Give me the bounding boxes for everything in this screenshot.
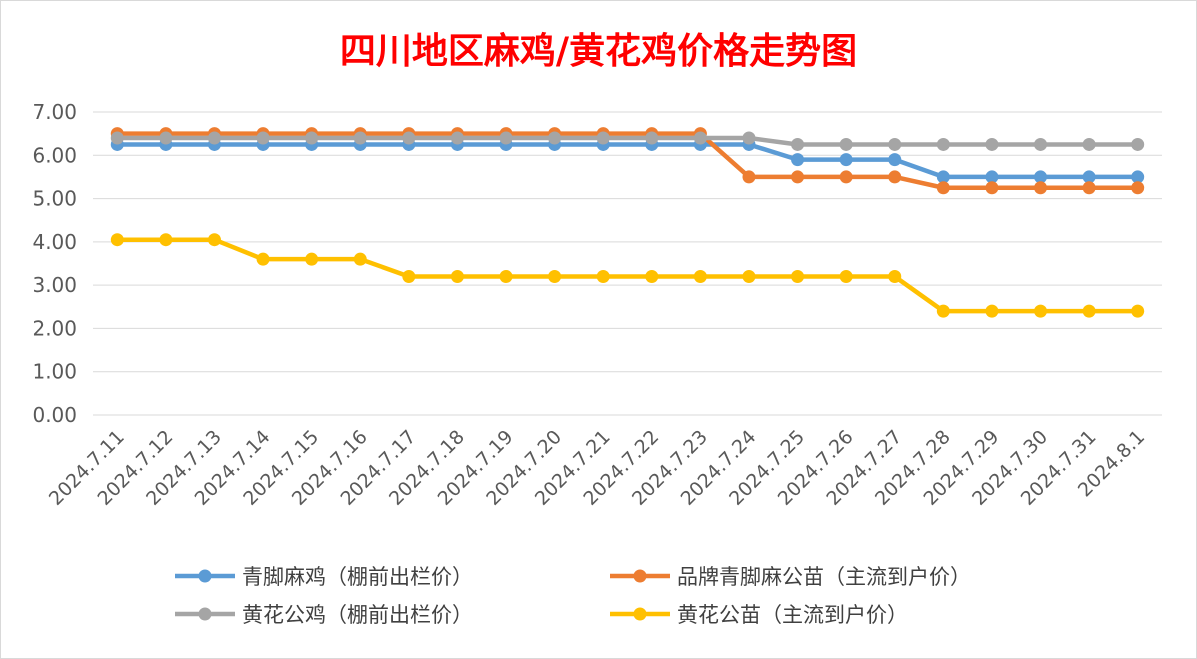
data-point: [499, 131, 513, 145]
legend-item: 品牌青脚麻公苗（主流到户价）: [610, 565, 971, 589]
data-point: [645, 269, 659, 283]
data-point: [888, 137, 902, 151]
data-point: [936, 181, 950, 195]
y-tick-label: 2.00: [32, 316, 77, 340]
data-point: [450, 269, 464, 283]
data-point: [791, 170, 805, 184]
series-lines: [110, 127, 1145, 318]
data-point: [353, 131, 367, 145]
data-point: [256, 252, 270, 266]
legend-point-marker: [633, 569, 647, 583]
data-point: [1131, 170, 1145, 184]
data-point: [159, 131, 173, 145]
series-line: [117, 237, 1138, 314]
data-point: [888, 170, 902, 184]
data-point: [742, 269, 756, 283]
series-line: [117, 142, 1138, 180]
data-point: [450, 131, 464, 145]
data-point: [742, 170, 756, 184]
data-point: [1082, 170, 1096, 184]
chart-title: 四川地区麻鸡/黄花鸡价格走势图: [339, 30, 858, 72]
data-point: [256, 131, 270, 145]
series-line: [117, 131, 1138, 190]
y-axis-tick-labels: 0.00 1.00 2.00 3.00 4.00 5.00 6.00 7.00: [32, 100, 77, 427]
data-point: [936, 137, 950, 151]
data-point: [548, 269, 562, 283]
data-point: [305, 131, 319, 145]
legend-point-marker: [198, 607, 212, 621]
data-point: [839, 137, 853, 151]
data-point: [207, 233, 221, 247]
data-point: [791, 137, 805, 151]
y-tick-label: 6.00: [32, 143, 77, 167]
x-axis-tick-labels: 2024.7.112024.7.122024.7.132024.7.142024…: [45, 426, 1149, 510]
data-point: [936, 304, 950, 318]
data-point: [159, 233, 173, 247]
data-point: [791, 153, 805, 167]
y-tick-label: 4.00: [32, 230, 77, 254]
data-point: [888, 153, 902, 167]
data-point: [985, 137, 999, 151]
data-point: [110, 233, 124, 247]
data-point: [596, 131, 610, 145]
legend-point-marker: [633, 607, 647, 621]
data-point: [1082, 137, 1096, 151]
data-point: [839, 170, 853, 184]
legend-point-marker: [198, 569, 212, 583]
legend-item: 黄花公鸡（棚前出栏价）: [175, 603, 473, 627]
series-line: [117, 135, 1138, 147]
data-point: [839, 269, 853, 283]
data-point: [645, 131, 659, 145]
legend-label: 黄花公苗（主流到户价）: [677, 603, 908, 627]
data-point: [402, 131, 416, 145]
series-3: [110, 131, 1145, 151]
legend-item: 青脚麻鸡（棚前出栏价）: [175, 565, 473, 589]
data-point: [499, 269, 513, 283]
legend-item: 黄花公苗（主流到户价）: [610, 603, 908, 627]
legend: 青脚麻鸡（棚前出栏价） 品牌青脚麻公苗（主流到户价） 黄花公鸡（棚前出栏价） 黄花公苗…: [175, 565, 971, 627]
data-point: [353, 252, 367, 266]
data-point: [1082, 304, 1096, 318]
data-point: [985, 304, 999, 318]
legend-label: 品牌青脚麻公苗（主流到户价）: [677, 565, 971, 589]
data-point: [888, 269, 902, 283]
data-point: [596, 269, 610, 283]
data-point: [1082, 181, 1096, 195]
data-point: [1034, 137, 1048, 151]
gridlines: [93, 111, 1162, 416]
legend-label: 黄花公鸡（棚前出栏价）: [242, 603, 473, 627]
y-tick-label: 1.00: [32, 360, 77, 384]
data-point: [1034, 304, 1048, 318]
legend-label: 青脚麻鸡（棚前出栏价）: [242, 565, 473, 589]
data-point: [1131, 137, 1145, 151]
data-point: [207, 131, 221, 145]
data-point: [1034, 170, 1048, 184]
y-tick-label: 7.00: [32, 100, 77, 124]
data-point: [110, 131, 124, 145]
y-tick-label: 5.00: [32, 187, 77, 211]
data-point: [985, 181, 999, 195]
y-tick-label: 3.00: [32, 273, 77, 297]
data-point: [1131, 181, 1145, 195]
data-point: [936, 170, 950, 184]
y-tick-label: 0.00: [32, 403, 77, 427]
data-point: [985, 170, 999, 184]
data-point: [791, 269, 805, 283]
data-point: [305, 252, 319, 266]
data-point: [402, 269, 416, 283]
series-4: [110, 233, 1145, 318]
data-point: [548, 131, 562, 145]
data-point: [1034, 181, 1048, 195]
data-point: [839, 153, 853, 167]
data-point: [693, 269, 707, 283]
data-point: [1131, 304, 1145, 318]
data-point: [742, 131, 756, 145]
data-point: [693, 131, 707, 145]
